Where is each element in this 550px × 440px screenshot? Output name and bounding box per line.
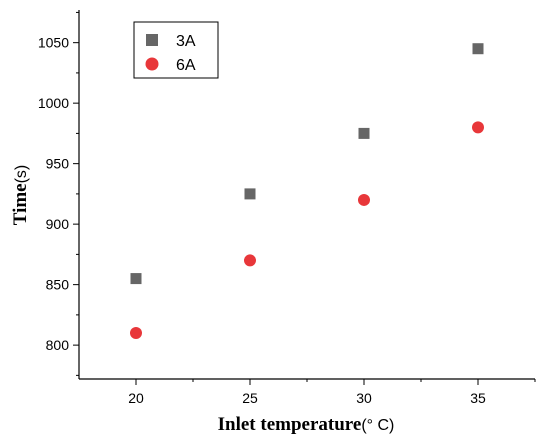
y-tick-label: 1000 — [38, 95, 69, 111]
legend-label-6a: 6A — [176, 57, 196, 74]
x-axis-title: Inlet temperature(° C) — [218, 414, 395, 435]
y-tick-label: 1050 — [38, 35, 69, 51]
y-axis-label: Time — [10, 183, 31, 225]
y-axis-unit: (s) — [13, 165, 30, 184]
y-tick-label: 800 — [46, 337, 70, 353]
data-points — [130, 43, 484, 340]
y-tick-label: 850 — [46, 277, 70, 293]
data-point-6a — [358, 193, 370, 206]
data-point-3a — [358, 127, 370, 139]
x-tick-label: 35 — [470, 390, 486, 406]
data-point-3a — [244, 188, 256, 200]
data-point-6a — [130, 327, 142, 340]
legend-label-3a: 3A — [176, 33, 196, 50]
y-tick-label: 900 — [46, 216, 70, 232]
x-tick-label: 25 — [242, 390, 258, 406]
x-axis-unit: (° C) — [361, 417, 394, 434]
x-tick-label: 20 — [128, 390, 144, 406]
data-point-3a — [130, 273, 142, 285]
y-axis-title: Time(s) — [10, 165, 31, 226]
legend-marker-3a — [146, 34, 158, 46]
data-point-6a — [472, 121, 484, 134]
x-tick-label: 30 — [356, 390, 372, 406]
y-tick-label: 950 — [46, 156, 70, 172]
x-axis-label: Inlet temperature — [218, 414, 362, 435]
data-point-6a — [244, 254, 256, 267]
legend: 3A 6A — [133, 21, 219, 79]
data-point-3a — [472, 43, 484, 55]
legend-marker-6a — [145, 57, 159, 71]
ticks: 20 25 30 35 800 850 900 950 1000 1050 — [38, 11, 536, 406]
